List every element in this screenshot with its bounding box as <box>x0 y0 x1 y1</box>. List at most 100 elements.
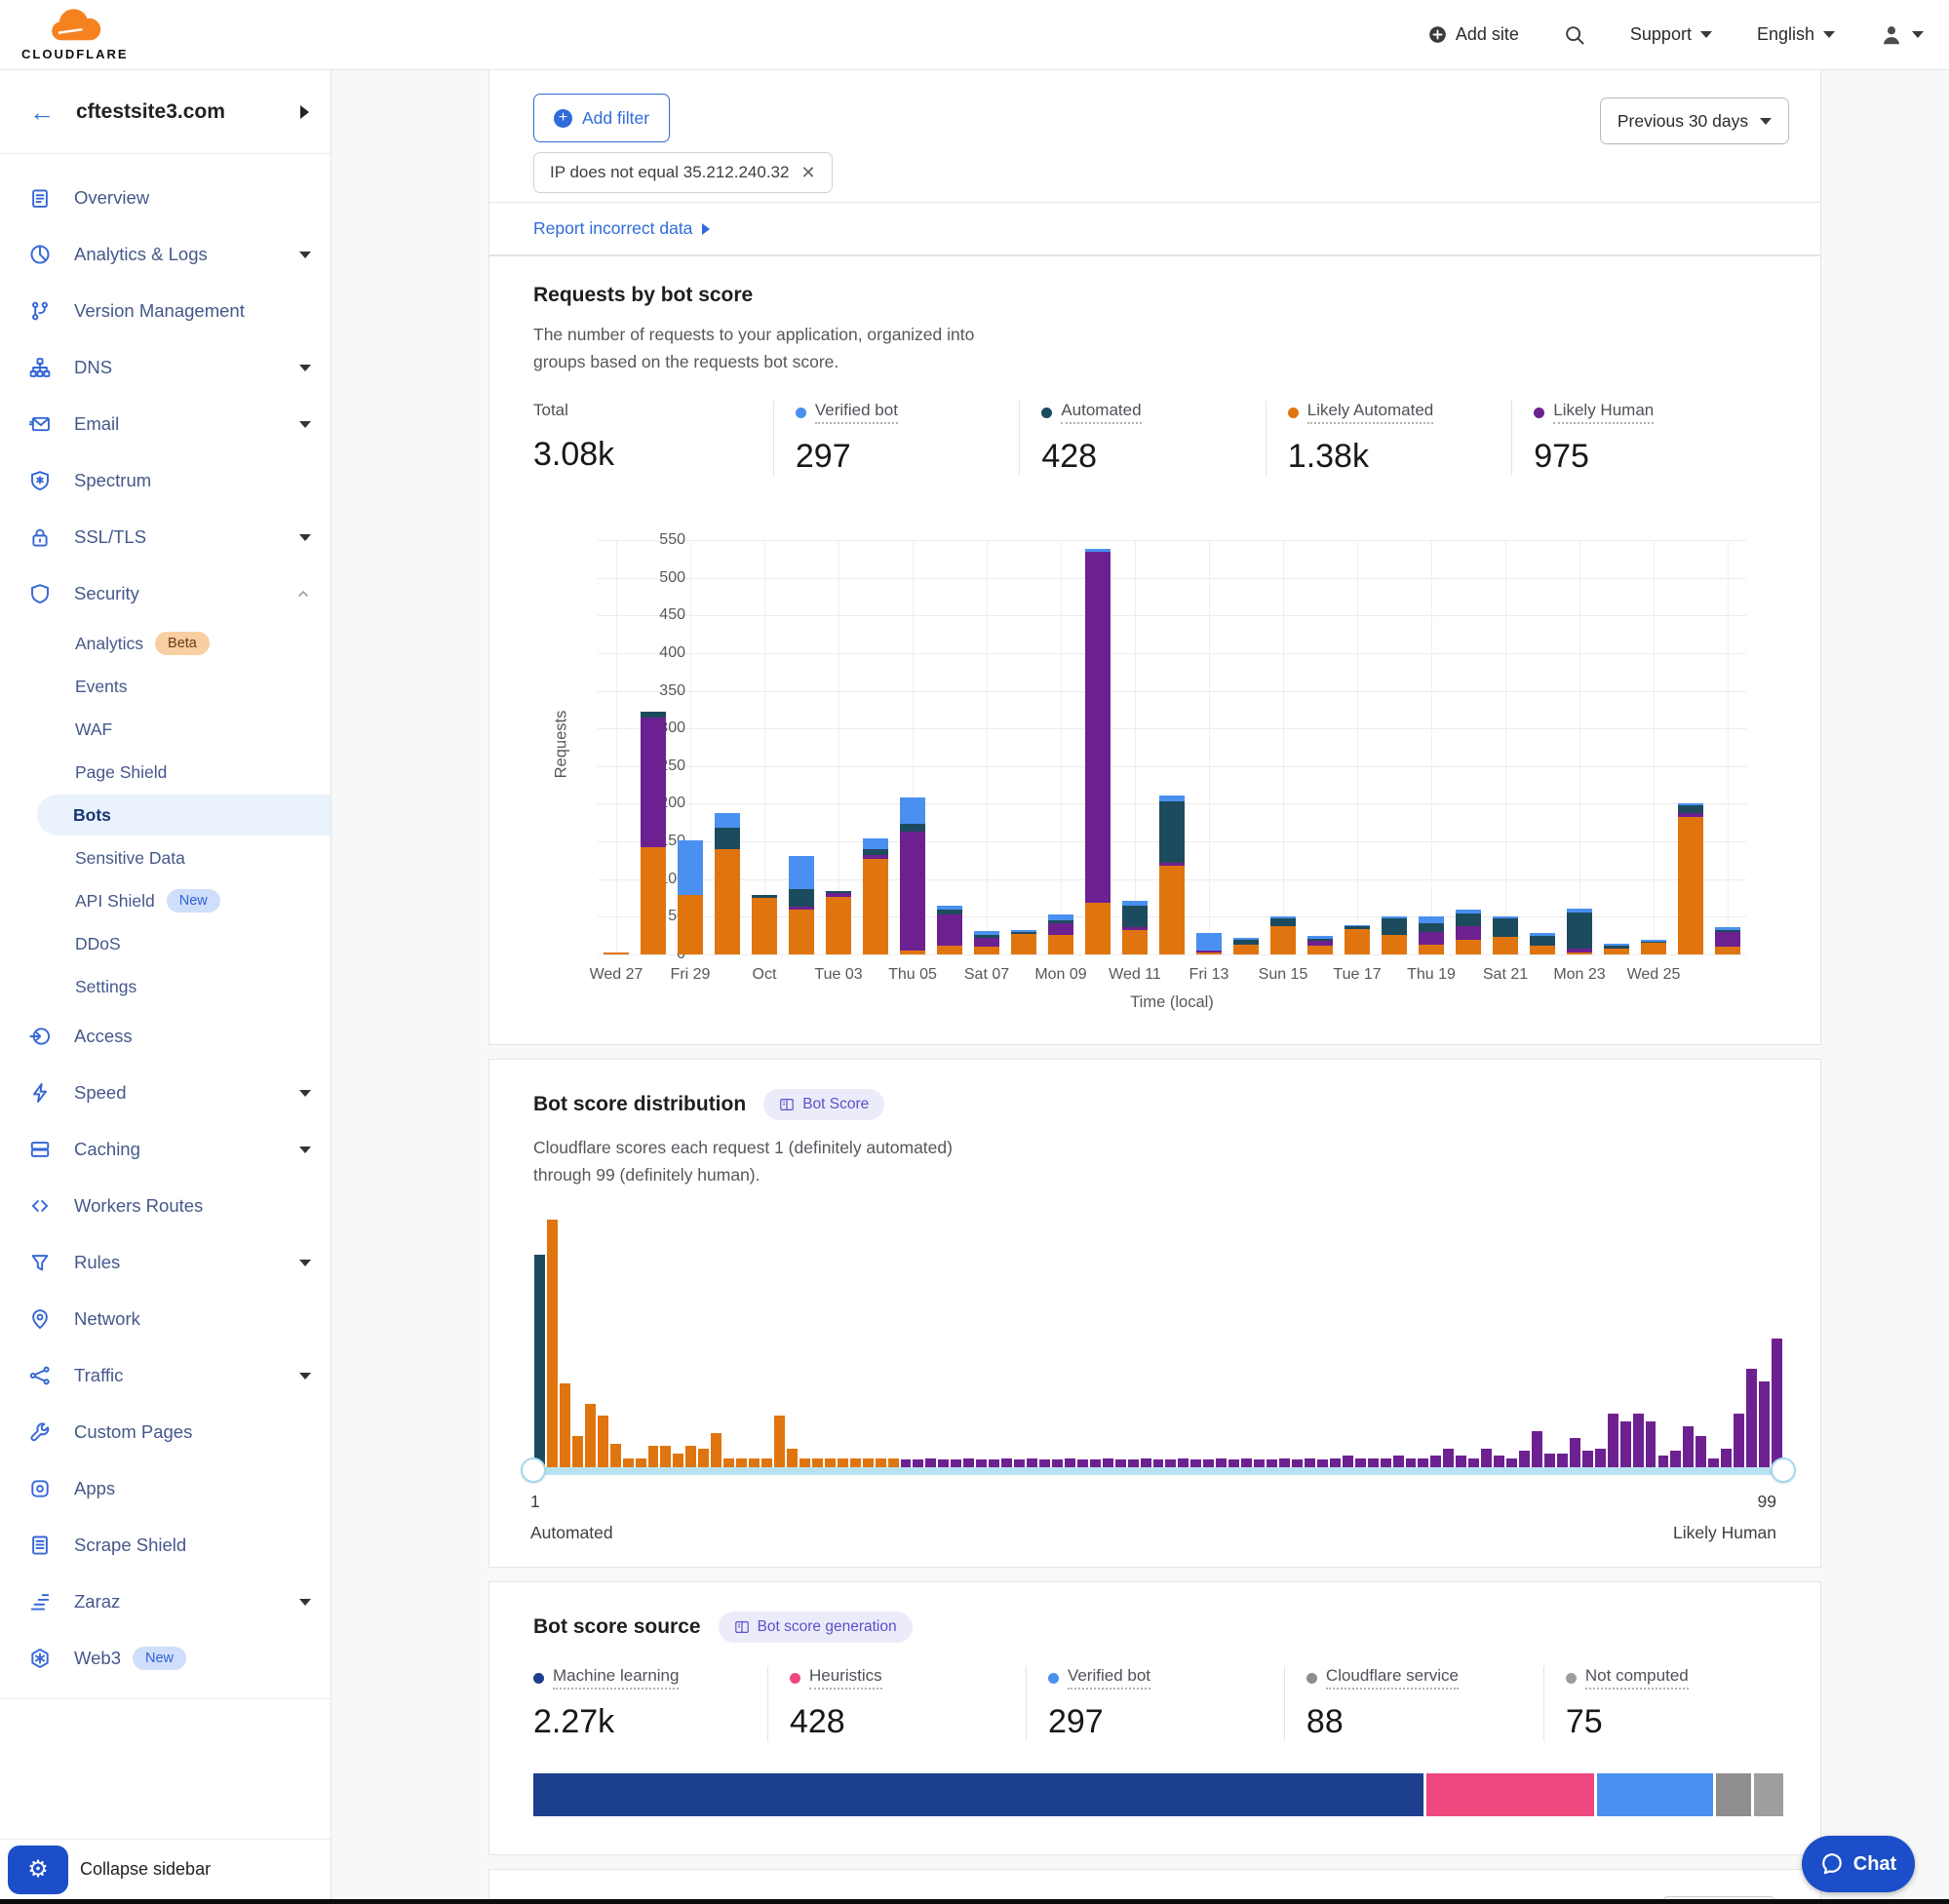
stat-label[interactable]: Likely Automated <box>1306 401 1434 424</box>
site-expand-icon[interactable] <box>300 104 309 119</box>
sidebar-item-custom-pages[interactable]: Custom Pages <box>0 1404 331 1460</box>
sidebar-item-waf[interactable]: WAF <box>0 708 331 751</box>
sidebar-item-overview[interactable]: Overview <box>0 170 331 226</box>
stat-label[interactable]: Automated <box>1061 401 1142 424</box>
bot-score-badge[interactable]: Bot Score <box>763 1089 885 1120</box>
language-menu[interactable]: English <box>1757 24 1835 45</box>
stat-label[interactable]: Likely Human <box>1553 401 1655 424</box>
bar-oct-20-likely-human <box>1456 926 1481 940</box>
sidebar-item-ddos[interactable]: DDoS <box>0 922 331 965</box>
code-brackets-icon <box>31 1200 49 1212</box>
search-icon <box>1566 25 1584 44</box>
sidebar-item-email[interactable]: Email <box>0 396 331 452</box>
hist-bar-score-14 <box>698 1448 710 1468</box>
add-filter-button[interactable]: + Add filter <box>533 94 671 142</box>
bar-oct-13-likely-automated <box>1196 952 1222 954</box>
chat-button[interactable]: Chat <box>1802 1836 1915 1892</box>
bar-oct-08-automated <box>1011 931 1036 935</box>
sidebar-item-scrape-shield[interactable]: Scrape Shield <box>0 1517 331 1574</box>
sidebar-item-version-management[interactable]: Version Management <box>0 283 331 339</box>
sidebar-item-access[interactable]: Access <box>0 1008 331 1065</box>
sidebar-item-sensitive-data[interactable]: Sensitive Data <box>0 836 331 879</box>
gridline <box>1209 540 1210 954</box>
sidebar-item-bots[interactable]: Bots <box>0 794 331 836</box>
bar-oct-22-automated <box>1530 936 1555 946</box>
sidebar-item-api-shield[interactable]: API Shield New <box>0 879 331 922</box>
sidebar-item-ssl-tls[interactable]: SSL/TLS <box>0 509 331 565</box>
stat-cloudflare-service: Cloudflare service 88 <box>1283 1666 1543 1741</box>
sidebar-subitem-label: Settings <box>75 976 137 996</box>
stat-label[interactable]: Verified bot <box>814 401 898 424</box>
site-selector: ← cftestsite3.com <box>0 70 331 154</box>
y-tick-label: 500 <box>659 568 685 586</box>
slider-handle-min[interactable] <box>521 1457 546 1483</box>
sidebar-item-apps[interactable]: Apps <box>0 1460 331 1517</box>
date-range-dropdown[interactable]: Previous 30 days <box>1600 97 1789 144</box>
sidebar-item-traffic[interactable]: Traffic <box>0 1347 331 1404</box>
hist-bar-score-23 <box>811 1457 823 1468</box>
sidebar-item-security[interactable]: Security <box>0 565 331 622</box>
login-arrow-icon <box>29 1028 51 1045</box>
gridline <box>598 540 1746 541</box>
stat-label[interactable]: Verified bot <box>1067 1666 1151 1690</box>
sidebar-item-speed[interactable]: Speed <box>0 1065 331 1121</box>
plus-circle-icon <box>1429 26 1446 43</box>
slider-handle-max[interactable] <box>1771 1457 1796 1483</box>
sidebar-item-label: Zaraz <box>74 1591 121 1612</box>
sidebar-item-zaraz[interactable]: Zaraz <box>0 1574 331 1630</box>
bar-oct-08-verified-bot <box>1011 929 1036 932</box>
sidebar-item-workers-routes[interactable]: Workers Routes <box>0 1178 331 1234</box>
sidebar-item-spectrum[interactable]: Spectrum <box>0 452 331 509</box>
sidebar-item-web3[interactable]: Web3 New <box>0 1630 331 1687</box>
bar-sep-28-likely-human <box>641 717 666 847</box>
bot-score-generation-badge[interactable]: Bot score generation <box>718 1612 913 1643</box>
sidebar-item-events[interactable]: Events <box>0 665 331 708</box>
hist-bar-score-88 <box>1632 1413 1644 1468</box>
stat-label[interactable]: Not computed <box>1584 1666 1689 1690</box>
hist-bar-score-42 <box>1051 1459 1063 1468</box>
x-tick-label: Mon 09 <box>1034 966 1087 983</box>
hist-bar-score-25 <box>837 1457 848 1468</box>
gridline <box>598 690 1746 692</box>
sidebar-item-analytics-logs[interactable]: Analytics & Logs <box>0 226 331 283</box>
score-range-slider[interactable] <box>521 1457 1796 1483</box>
stat-label[interactable]: Machine learning <box>553 1666 680 1690</box>
bar-oct-04-verified-bot <box>863 838 888 849</box>
collapse-sidebar-button[interactable]: Collapse sidebar <box>80 1859 212 1879</box>
bar-oct-11-automated <box>1122 905 1148 928</box>
gear-icon: ⚙ <box>27 1856 49 1883</box>
sidebar-item-page-shield[interactable]: Page Shield <box>0 751 331 794</box>
report-incorrect-data-link[interactable]: Report incorrect data <box>533 218 711 239</box>
sidebar-item-settings[interactable]: Settings <box>0 965 331 1008</box>
gridline <box>598 577 1746 579</box>
hist-bar-score-77 <box>1494 1456 1505 1468</box>
sidebar-item-analytics[interactable]: Analytics Beta <box>0 622 331 665</box>
hist-bar-score-34 <box>951 1459 962 1468</box>
stat-label[interactable]: Heuristics <box>808 1666 882 1690</box>
bar-oct-02-likely-automated <box>789 910 814 954</box>
hist-bar-score-39 <box>1014 1459 1026 1468</box>
settings-gear-button[interactable]: ⚙ <box>8 1845 68 1894</box>
hist-bar-score-85 <box>1594 1448 1606 1468</box>
hist-bar-score-97 <box>1746 1369 1758 1468</box>
stat-value: 428 <box>789 1703 845 1740</box>
sidebar-item-caching[interactable]: Caching <box>0 1121 331 1178</box>
bar-sep-28-likely-automated <box>641 846 666 954</box>
shield-star-icon <box>31 471 49 491</box>
map-pin-icon <box>32 1309 48 1330</box>
stat-label[interactable]: Cloudflare service <box>1325 1666 1459 1690</box>
account-menu[interactable] <box>1880 23 1924 47</box>
sidebar-item-rules[interactable]: Rules <box>0 1234 331 1291</box>
hist-bar-score-59 <box>1267 1459 1277 1468</box>
bar-oct-21-verified-bot <box>1493 916 1518 918</box>
back-arrow-icon[interactable]: ← <box>29 97 55 127</box>
support-menu[interactable]: Support <box>1630 24 1712 45</box>
sidebar-item-dns[interactable]: DNS <box>0 339 331 396</box>
sidebar-item-label: Security <box>74 583 139 603</box>
cloudflare-logo[interactable]: CLOUDFLARE <box>21 8 129 61</box>
search-button[interactable] <box>1564 24 1585 46</box>
remove-filter-icon[interactable]: ✕ <box>800 162 816 182</box>
bar-oct-23-likely-human <box>1567 948 1592 953</box>
sidebar-item-network[interactable]: Network <box>0 1291 331 1347</box>
add-site-button[interactable]: Add site <box>1428 24 1519 45</box>
